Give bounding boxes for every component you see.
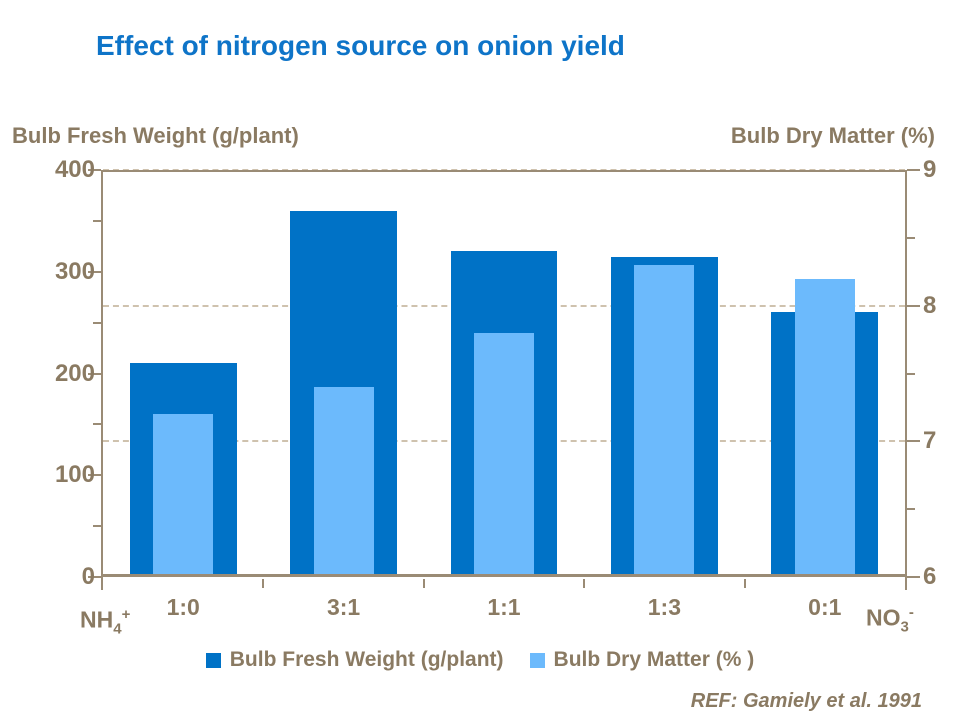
right-minor-tick-7.5 bbox=[907, 372, 915, 375]
no3-base: NO bbox=[866, 604, 901, 631]
right-major-tick-7 bbox=[907, 440, 920, 443]
right-tick-label-7: 7 bbox=[923, 427, 937, 455]
left-major-tick-200 bbox=[88, 372, 101, 375]
right-minor-tick-6.5 bbox=[907, 508, 915, 511]
legend-label-fresh-weight: Bulb Fresh Weight (g/plant) bbox=[229, 648, 504, 671]
axis-top-line bbox=[101, 170, 907, 172]
chart-legend: Bulb Fresh Weight (g/plant) Bulb Dry Mat… bbox=[0, 648, 960, 672]
x-end-label-nitrate: NO3- bbox=[866, 604, 914, 635]
legend-label-dry-matter: Bulb Dry Matter (% ) bbox=[553, 648, 755, 671]
axis-baseline bbox=[101, 574, 907, 577]
left-tick-label-0: 0 bbox=[81, 563, 95, 590]
x-label-3:1: 3:1 bbox=[326, 594, 361, 620]
left-major-tick-100 bbox=[88, 474, 101, 477]
right-major-tick-8 bbox=[907, 304, 920, 307]
x-boundary-tick-2 bbox=[422, 579, 425, 588]
left-minor-tick-150 bbox=[93, 423, 101, 426]
x-boundary-tick-4 bbox=[743, 579, 746, 588]
right-axis-title: Bulb Dry Matter (%) bbox=[730, 123, 935, 148]
left-major-tick-300 bbox=[88, 270, 101, 273]
right-tick-label-9: 9 bbox=[923, 156, 937, 183]
left-tick-label-100: 100 bbox=[54, 461, 95, 489]
left-tick-label-200: 200 bbox=[54, 359, 95, 387]
nh4-superscript: + bbox=[121, 606, 131, 623]
x-label-1:0: 1:0 bbox=[166, 594, 200, 620]
left-axis-title: Bulb Fresh Weight (g/plant) bbox=[12, 123, 299, 148]
x-boundary-tick-1 bbox=[262, 579, 265, 588]
x-label-1:3: 1:3 bbox=[647, 594, 681, 620]
bar-dry-matter-3:1 bbox=[313, 387, 374, 577]
right-minor-tick-8.5 bbox=[907, 236, 915, 239]
nh4-base: NH bbox=[80, 606, 114, 633]
fresh-weight-swatch-icon bbox=[205, 652, 221, 668]
nh4-subscript: 4 bbox=[113, 620, 122, 638]
plot-area: 400 300 200 100 0 9 8 7 6 1:0 3:1 1:1 1:3 0:1 bbox=[55, 157, 936, 620]
no3-superscript: - bbox=[908, 604, 914, 621]
left-minor-tick-50 bbox=[93, 525, 101, 528]
legend-item-fresh-weight: Bulb Fresh Weight (g/plant) bbox=[205, 648, 504, 672]
x-end-label-ammonium: NH4+ bbox=[80, 606, 130, 637]
left-tick-label-300: 300 bbox=[54, 257, 95, 285]
no3-subscript: 3 bbox=[900, 618, 909, 636]
left-major-tick-400 bbox=[88, 169, 101, 171]
right-tick-label-8: 8 bbox=[923, 291, 937, 319]
dry-matter-swatch-icon bbox=[529, 652, 545, 668]
axis-right-line bbox=[905, 170, 907, 590]
left-tick-label-400: 400 bbox=[54, 156, 95, 183]
reference-note: REF: Gamiely et al. 1991 bbox=[690, 690, 922, 712]
right-major-tick-6 bbox=[907, 576, 920, 578]
bar-dry-matter-1:0 bbox=[153, 414, 214, 577]
right-tick-label-6: 6 bbox=[923, 563, 937, 590]
legend-item-dry-matter: Bulb Dry Matter (% ) bbox=[529, 648, 755, 672]
x-label-1:1: 1:1 bbox=[487, 594, 521, 620]
page-title: Effect of nitrogen source on onion yield bbox=[96, 30, 625, 61]
bar-dry-matter-1:1 bbox=[473, 332, 535, 577]
bar-dry-matter-1:3 bbox=[634, 264, 695, 577]
left-minor-tick-250 bbox=[93, 321, 101, 324]
x-label-0:1: 0:1 bbox=[808, 594, 842, 620]
x-boundary-tick-3 bbox=[583, 579, 586, 588]
left-major-tick-0 bbox=[88, 576, 101, 578]
left-minor-tick-350 bbox=[93, 219, 101, 222]
right-major-tick-9 bbox=[907, 169, 920, 171]
axis-left-line bbox=[101, 170, 103, 590]
bar-dry-matter-0:1 bbox=[794, 278, 855, 577]
